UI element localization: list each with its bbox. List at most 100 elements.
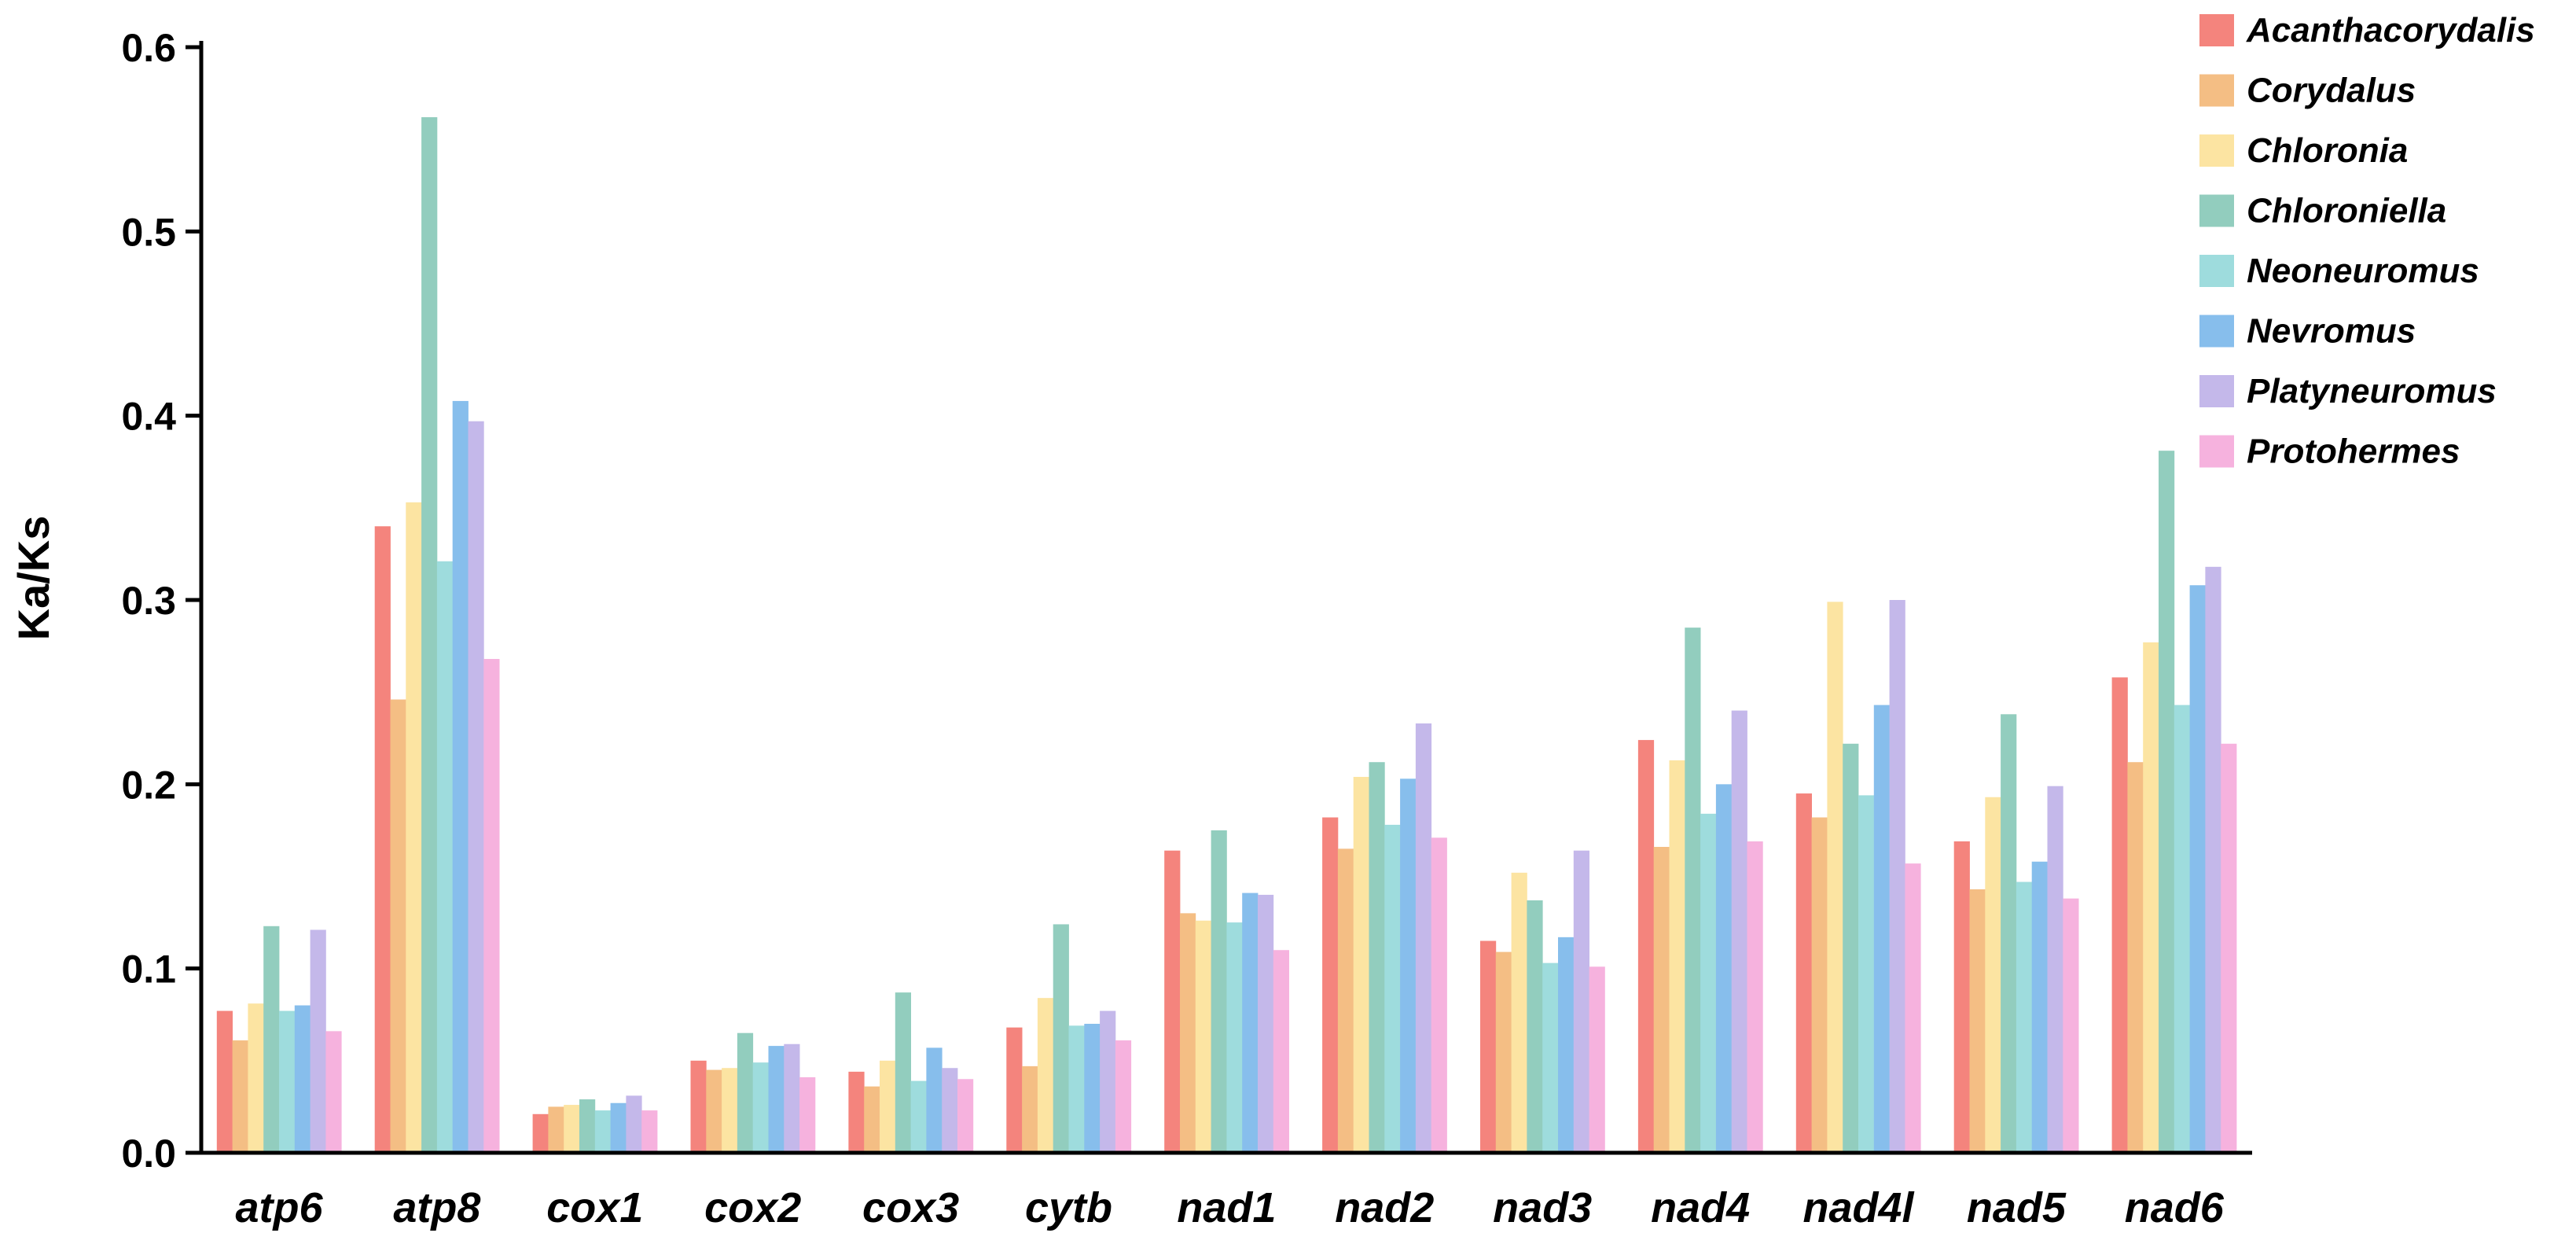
bar-cox3-neoneuromus (910, 1080, 927, 1153)
bar-nad5-acanthacorydalis (1953, 841, 1970, 1153)
bar-nad3-chloronia (1511, 872, 1527, 1153)
bar-nad6-corydalus (2127, 762, 2144, 1153)
legend-label: Chloronia (2247, 131, 2408, 170)
bar-nad6-acanthacorydalis (2111, 677, 2128, 1153)
bar-nad1-platyneuromus (1258, 894, 1274, 1153)
bar-cytb-platyneuromus (1100, 1010, 1116, 1153)
bar-nad3-acanthacorydalis (1480, 940, 1497, 1153)
bar-nad5-chloronia (1985, 797, 2001, 1153)
bar-atp8-nevromus (452, 400, 469, 1153)
bar-nad4-corydalus (1653, 847, 1670, 1153)
bar-nad2-neoneuromus (1384, 824, 1401, 1153)
bar-nad6-protohermes (2221, 743, 2237, 1153)
legend-item: Acanthacorydalis (2199, 11, 2535, 50)
bar-nad4l-corydalus (1811, 817, 1828, 1153)
bar-cox1-neoneuromus (594, 1110, 611, 1153)
x-tick-label: nad5 (1967, 1184, 2067, 1231)
bar-nad6-neoneuromus (2174, 705, 2190, 1153)
bar-nad1-chloronia (1195, 920, 1211, 1153)
bar-cox1-corydalus (548, 1106, 564, 1153)
bar-nad6-platyneuromus (2205, 566, 2221, 1153)
bar-atp6-protohermes (325, 1031, 342, 1153)
y-tick-label: 0.5 (121, 210, 176, 254)
legend-item: Chloroniella (2199, 192, 2446, 230)
bar-nad2-platyneuromus (1415, 723, 1432, 1153)
legend-label: Platyneuromus (2247, 372, 2497, 410)
legend-item: Platyneuromus (2199, 372, 2497, 410)
x-tick-label: nad4 (1651, 1184, 1750, 1231)
y-tick-label: 0.0 (121, 1132, 176, 1176)
bar-nad4l-nevromus (1873, 705, 1890, 1153)
bar-nad4-platyneuromus (1731, 710, 1747, 1153)
x-tick-label: nad2 (1335, 1184, 1434, 1231)
bar-nad5-platyneuromus (2047, 786, 2063, 1153)
bar-atp6-corydalus (232, 1040, 248, 1153)
legend-item: Corydalus (2199, 72, 2416, 110)
axes: 0.0 0.1 0.2 0.3 0.4 0.5 0.6 atp6 atp8 cox1 cox2 cox… (121, 26, 2252, 1231)
bar-nad5-neoneuromus (2016, 881, 2033, 1153)
legend-swatch (2199, 375, 2234, 407)
bar-cytb-corydalus (1022, 1065, 1038, 1153)
bar-nad4l-protohermes (1905, 863, 1921, 1153)
bar-atp6-neoneuromus (279, 1010, 296, 1153)
bar-atp8-acanthacorydalis (374, 526, 391, 1153)
bar-atp6-nevromus (294, 1005, 311, 1153)
bar-cox2-protohermes (799, 1077, 816, 1153)
bar-nad4-protohermes (1747, 841, 1763, 1153)
bar-atp8-chloronia (406, 502, 422, 1153)
bar-cox1-platyneuromus (626, 1095, 642, 1153)
bar-nad2-nevromus (1400, 778, 1417, 1153)
bar-nad6-nevromus (2189, 585, 2206, 1153)
bar-cox3-corydalus (864, 1086, 880, 1153)
bar-nad5-chloroniella (2001, 714, 2017, 1153)
x-tick-label: cytb (1025, 1184, 1112, 1231)
bar-nad3-nevromus (1558, 937, 1575, 1153)
y-tick-label: 0.1 (121, 948, 176, 992)
bar-nad4-chloronia (1669, 760, 1685, 1153)
legend-item: Neoneuromus (2199, 252, 2479, 290)
legend-label: Acanthacorydalis (2246, 11, 2535, 50)
x-tick-label: nad4l (1802, 1184, 1914, 1231)
x-tick-label: atp6 (235, 1184, 323, 1231)
bar-cox3-chloronia (880, 1060, 896, 1153)
bar-cox2-chloronia (722, 1068, 738, 1153)
x-tick-label: cox2 (704, 1184, 801, 1231)
y-tick-label: 0.6 (121, 26, 176, 70)
y-axis-label: Ka/Ks (9, 516, 58, 641)
bar-nad2-chloroniella (1369, 762, 1385, 1153)
x-tick-label: atp8 (393, 1184, 480, 1231)
bar-nad2-protohermes (1431, 837, 1447, 1153)
bar-nad4-nevromus (1715, 784, 1733, 1153)
bar-cytb-neoneuromus (1068, 1025, 1085, 1153)
bar-atp6-chloroniella (263, 926, 280, 1153)
bar-atp6-chloronia (248, 1003, 264, 1153)
bar-nad2-chloronia (1353, 776, 1369, 1153)
legend-swatch (2199, 194, 2234, 227)
x-tick-label: nad6 (2125, 1184, 2225, 1231)
bar-cox3-protohermes (957, 1079, 974, 1153)
legend-item: Chloronia (2199, 131, 2408, 170)
bar-atp6-acanthacorydalis (216, 1010, 233, 1153)
bar-cox2-neoneuromus (752, 1062, 769, 1153)
bar-nad4l-platyneuromus (1889, 600, 1905, 1153)
bar-cox2-chloroniella (737, 1032, 754, 1153)
bar-atp8-neoneuromus (436, 561, 454, 1153)
legend-label: Chloroniella (2247, 192, 2446, 230)
legend-swatch (2199, 255, 2234, 287)
legend-swatch (2199, 74, 2234, 107)
bar-cytb-acanthacorydalis (1006, 1027, 1023, 1153)
bar-nad3-chloroniella (1527, 900, 1543, 1153)
bar-nad1-neoneuromus (1226, 922, 1243, 1153)
bar-cox2-corydalus (706, 1069, 722, 1153)
bar-cox3-chloroniella (895, 992, 911, 1153)
bar-cox3-platyneuromus (942, 1068, 958, 1153)
bar-nad2-acanthacorydalis (1322, 817, 1339, 1153)
bar-cytb-nevromus (1084, 1023, 1101, 1153)
legend-item: Nevromus (2199, 312, 2416, 351)
bar-cox2-acanthacorydalis (690, 1060, 707, 1153)
bar-cox3-nevromus (926, 1047, 943, 1153)
legend: Acanthacorydalis Corydalus Chloronia Chloro… (2199, 11, 2535, 471)
bar-cytb-chloroniella (1053, 924, 1069, 1153)
bar-cox1-acanthacorydalis (532, 1113, 549, 1153)
